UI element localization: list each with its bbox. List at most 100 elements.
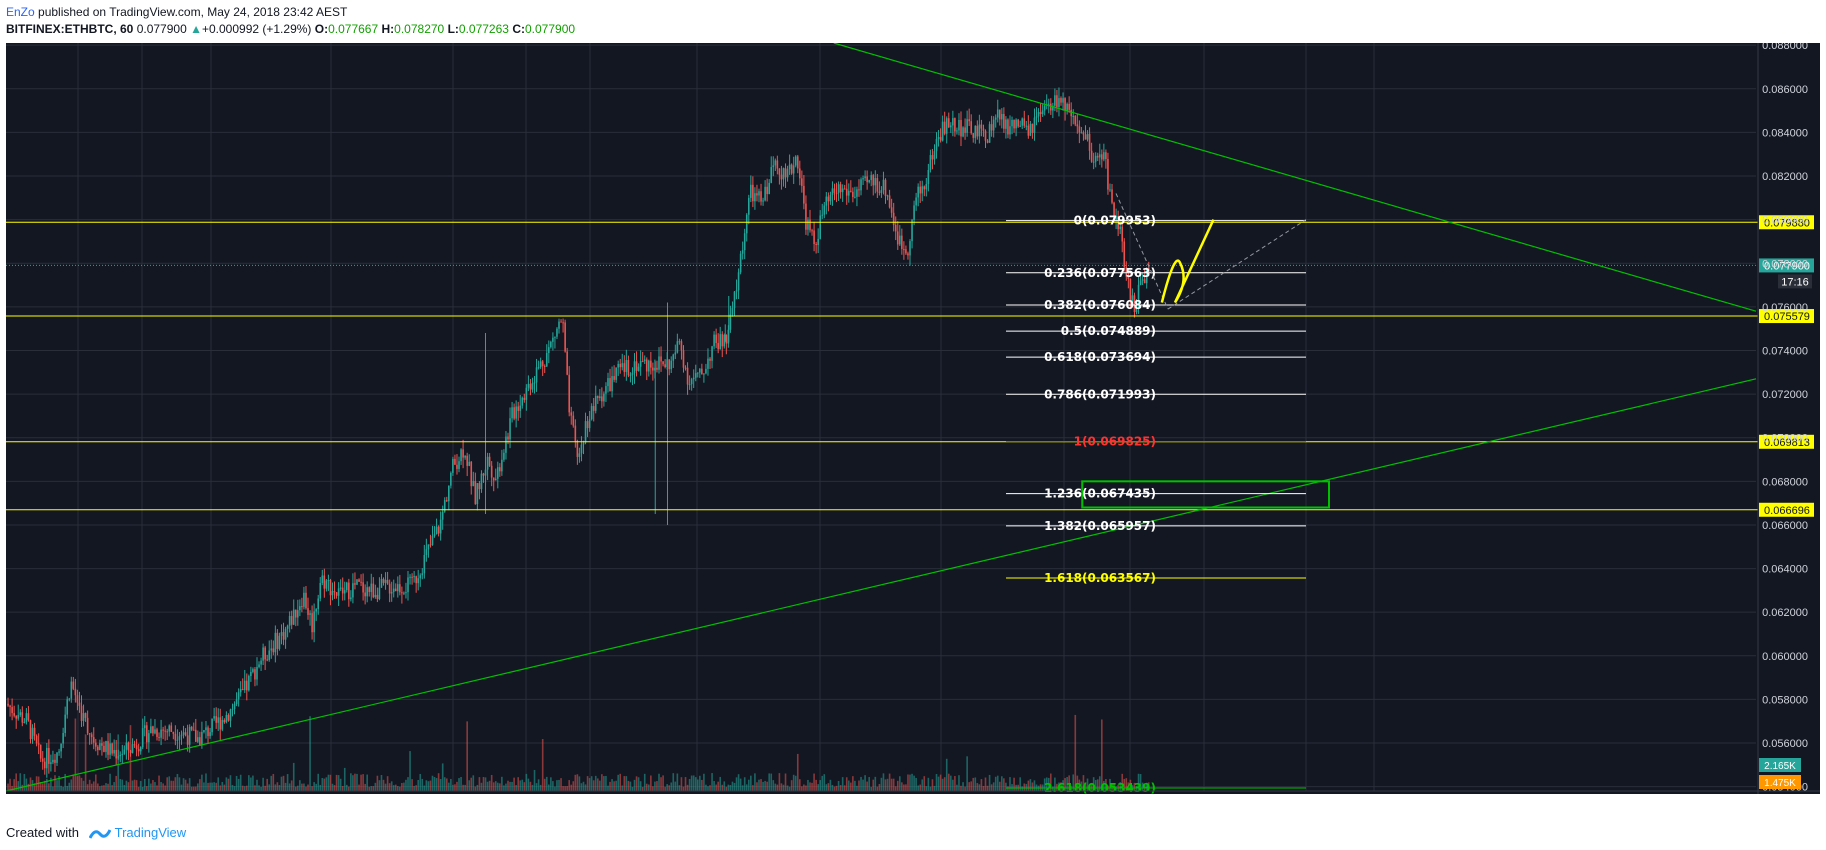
candle-body [417,578,420,584]
candle-body [652,367,654,371]
candle-body [892,212,895,226]
candle-body [476,483,479,505]
volume-bar [929,786,932,791]
candle-body [1070,109,1073,117]
volume-bar [215,782,217,791]
tradingview-link[interactable]: TradingView [114,825,187,840]
candle-body [341,587,344,594]
volume-bar [435,778,438,791]
candle-body [452,458,454,473]
volume-bar [703,773,705,791]
candle-body [747,197,750,215]
candle-body [72,681,75,689]
candle-body [292,609,295,625]
candle-body [523,397,526,400]
price-chart[interactable]: 0.079880 0.075579 0.069813 0.066696 0.077900… [6,43,1820,794]
candle-body [521,397,524,406]
candle-body [37,743,40,745]
candle-body [558,321,560,329]
candle-body [41,758,44,762]
volume-bar [558,779,560,791]
volume-bar [521,779,524,791]
candle-body [1050,103,1052,111]
candle-body [294,609,297,618]
volume-bar [866,781,868,791]
volume-bar [299,780,301,791]
candle-body [405,592,407,594]
candle-body [419,575,422,579]
candle-body [248,676,250,691]
volume-bar [119,779,122,791]
volume-bar [1023,783,1026,791]
volume-bar [568,780,571,791]
volume-bar [972,777,975,791]
candle-body [629,374,632,376]
candle-body [660,356,662,362]
candle-body [78,702,81,706]
volume-bar [276,782,279,791]
candle-body [799,168,801,179]
volume-bar [419,773,422,791]
author-link[interactable]: EnZo [6,5,35,19]
candle-body [1031,123,1034,133]
candle-body [411,576,413,578]
volume-bar [362,774,364,791]
projection-curve [1160,219,1215,304]
volume-bar [160,781,162,791]
y-tick-label: 0.060000 [1762,651,1808,663]
candle-body [952,118,954,126]
candle-body [509,418,511,440]
candle-body [1056,95,1058,108]
volume-bar [319,784,322,791]
candle-body [1060,98,1062,103]
candle-body [86,717,89,734]
candle-body [1039,112,1042,115]
volume-bar [297,785,299,791]
volume-bar [841,777,844,791]
candle-body [221,720,224,730]
candle-body [176,739,179,741]
volume-bar [266,778,268,791]
volume-bar [172,780,175,791]
volume-bar [774,783,777,791]
volume-bar [431,775,434,791]
volume-bar [490,774,493,791]
volume-bar [476,784,479,791]
volume-bar [1047,777,1050,791]
volume-bar [921,779,924,791]
volume-bar [617,774,619,791]
volume-bar [819,780,822,791]
volume-bar [619,773,622,791]
candle-body [637,366,640,371]
candle-body [1111,189,1113,203]
volume-bar [462,784,464,791]
candle-body [827,196,830,202]
candle-body [397,584,399,592]
candle-body [1064,98,1066,111]
candle-body [46,747,48,769]
volume-bar [337,775,340,791]
volume-bar [996,775,999,791]
candle-body [360,581,362,583]
volume-bar [13,779,15,791]
volume-bar [823,774,826,791]
volume-bar [374,782,377,791]
candle-body [633,361,636,374]
volume-bar [56,780,58,791]
volume-bar [174,777,177,791]
volume-bar [592,780,595,791]
volume-bar [1007,786,1009,791]
chart-background [6,43,1820,794]
candle-body [1109,189,1111,191]
candle-body [441,511,444,520]
volume-bar [1092,777,1095,791]
candle-body [372,583,375,598]
candle-body [715,334,717,344]
volume-bar [878,783,881,791]
candle-body [1058,98,1060,108]
candle-body [745,214,748,234]
volume-bar [905,784,907,791]
volume-bar [711,773,713,791]
candle-body [413,576,415,578]
volume-bar [450,778,452,791]
